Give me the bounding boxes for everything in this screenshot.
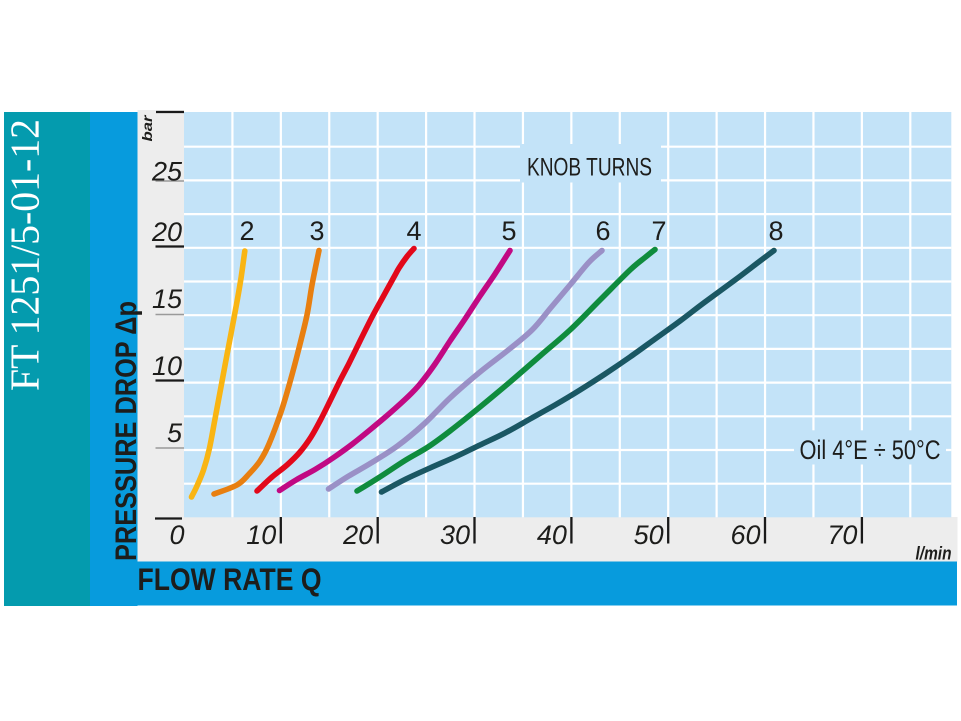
svg-text:20: 20 [151, 217, 182, 247]
svg-text:50: 50 [634, 520, 664, 550]
svg-text:70: 70 [827, 520, 857, 550]
svg-text:8: 8 [768, 216, 783, 246]
svg-text:25: 25 [151, 157, 183, 187]
svg-text:l/min: l/min [916, 543, 952, 564]
svg-text:6: 6 [595, 216, 610, 246]
svg-text:5: 5 [501, 216, 516, 246]
svg-text:7: 7 [651, 216, 666, 246]
svg-text:3: 3 [309, 216, 324, 246]
svg-text:2: 2 [239, 216, 254, 246]
svg-text:Oil 4°E ÷ 50°C: Oil 4°E ÷ 50°C [800, 435, 941, 465]
svg-text:0: 0 [169, 520, 184, 550]
svg-text:15: 15 [152, 284, 183, 314]
svg-text:FT 1251/5-01-12: FT 1251/5-01-12 [2, 119, 48, 391]
svg-text:FLOW RATE Q: FLOW RATE Q [138, 561, 322, 597]
svg-text:40: 40 [537, 520, 567, 550]
svg-text:60: 60 [730, 520, 760, 550]
svg-text:20: 20 [342, 520, 373, 550]
svg-text:5: 5 [167, 418, 183, 448]
svg-text:PRESSURE DROP Δp: PRESSURE DROP Δp [110, 301, 143, 561]
svg-text:bar: bar [140, 115, 155, 142]
svg-text:10: 10 [152, 351, 182, 381]
svg-text:4: 4 [406, 216, 421, 246]
svg-text:30: 30 [440, 520, 470, 550]
svg-text:KNOB TURNS: KNOB TURNS [527, 154, 652, 182]
svg-text:10: 10 [246, 520, 276, 550]
